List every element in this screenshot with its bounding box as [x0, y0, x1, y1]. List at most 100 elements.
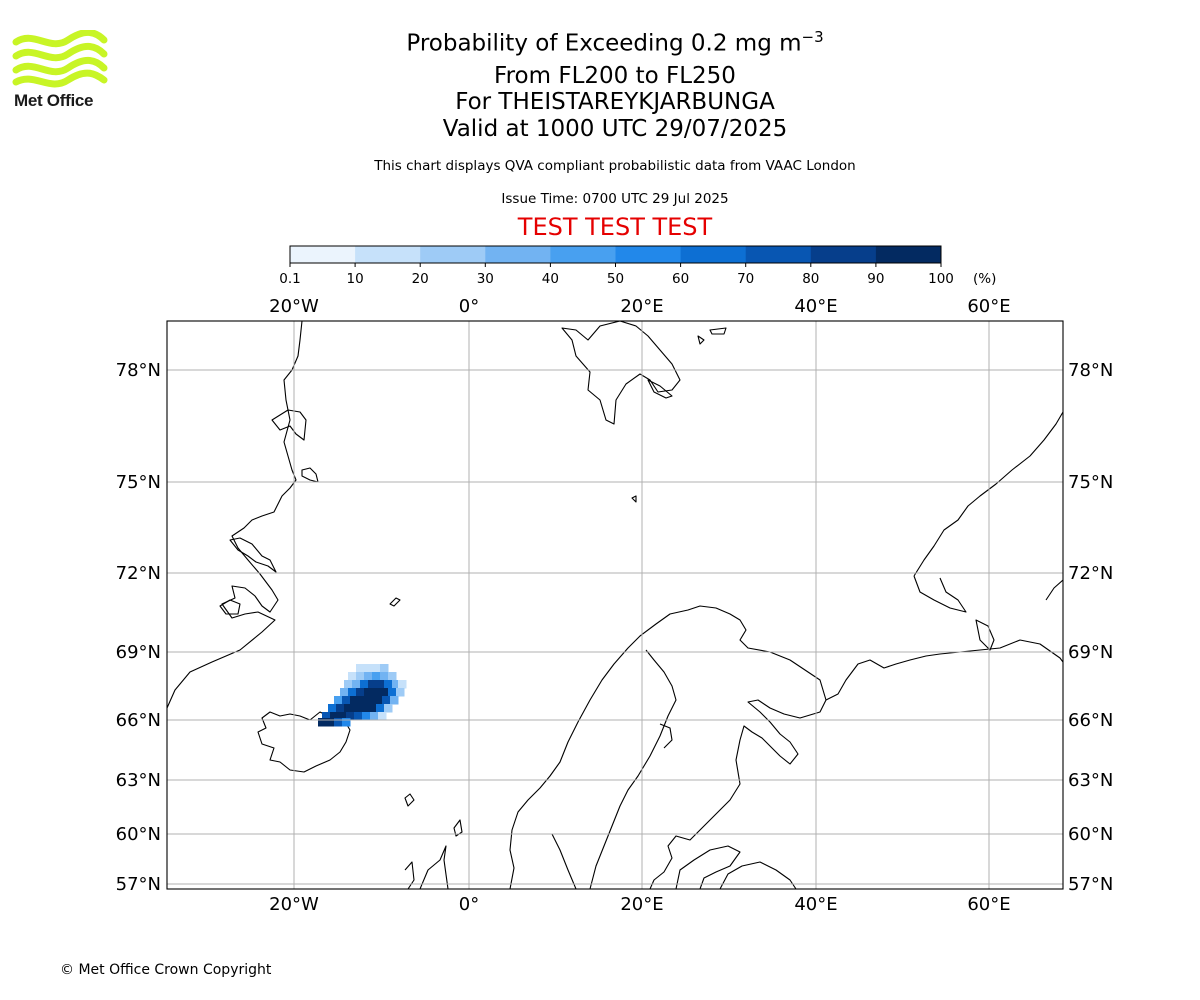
colorbar-tick-label: 0.1	[279, 271, 300, 287]
plume-cell	[360, 680, 369, 689]
volcano-name: For THEISTAREYKJARBUNGA	[455, 89, 775, 115]
colorbar-segment	[615, 246, 682, 263]
lat-label-right: 78°N	[1068, 360, 1113, 381]
plume-cell	[368, 704, 377, 713]
map-gridlines	[167, 321, 1063, 889]
plume-cell	[384, 704, 393, 713]
colorbar-tick-label: 70	[737, 271, 754, 287]
plume-cell	[388, 688, 397, 697]
plume-cell	[364, 672, 373, 681]
plume-cell	[358, 696, 367, 705]
plume-cell	[354, 712, 363, 721]
plume-cell	[350, 696, 359, 705]
plume-cell	[384, 680, 393, 689]
lat-label-left: 78°N	[116, 360, 161, 381]
colorbar-segment	[745, 246, 812, 263]
met-office-waves-icon	[12, 30, 108, 88]
colorbar-tick-label: 60	[672, 271, 689, 287]
plume-cell	[344, 680, 353, 689]
plume-cell	[362, 712, 371, 721]
lon-label-top: 40°E	[794, 296, 837, 317]
colorbar-segment	[355, 246, 421, 263]
plume-cell	[364, 664, 373, 673]
plume-cell	[374, 696, 383, 705]
lat-label-right: 72°N	[1068, 563, 1113, 584]
plume-cell	[348, 672, 357, 681]
colorbar-segment	[875, 246, 942, 263]
lat-label-left: 66°N	[116, 710, 161, 731]
flight-level-range: From FL200 to FL250	[494, 63, 736, 89]
colorbar-segment	[550, 246, 616, 263]
plume-cell	[346, 712, 355, 721]
plume-cell	[380, 672, 389, 681]
colorbar-segment	[290, 246, 356, 263]
plume-cell	[390, 696, 399, 705]
plume-cell	[328, 704, 337, 713]
colorbar-tick-label: 20	[412, 271, 429, 287]
plume-cell	[344, 704, 353, 713]
colorbar-tick-label: 80	[802, 271, 819, 287]
plume-cell	[364, 688, 373, 697]
plume-cell	[342, 718, 351, 727]
colorbar-tick-label: 90	[867, 271, 884, 287]
plume-cell	[336, 704, 345, 713]
colorbar-tick-label: 30	[477, 271, 494, 287]
lat-label-left: 72°N	[116, 563, 161, 584]
plume-cell	[388, 672, 397, 681]
plume-cell	[330, 712, 339, 721]
plume-cell	[380, 664, 389, 673]
ash-probability-plume	[318, 664, 407, 727]
plume-cell	[356, 672, 365, 681]
lat-label-left: 75°N	[116, 472, 161, 493]
lon-label-top: 20°E	[620, 296, 663, 317]
plume-cell	[334, 696, 343, 705]
plume-cell	[378, 712, 387, 721]
plume-cell	[322, 712, 331, 721]
plume-cell	[356, 688, 365, 697]
plume-cell	[352, 704, 361, 713]
chart-description: This chart displays QVA compliant probab…	[374, 158, 856, 174]
lon-label-bottom: 20°E	[620, 894, 663, 915]
lat-label-right: 69°N	[1068, 642, 1113, 663]
colorbar-tick-label: 40	[542, 271, 559, 287]
plume-cell	[370, 712, 379, 721]
lon-label-top: 0°	[459, 296, 479, 317]
plume-cell	[392, 680, 401, 689]
lon-label-bottom: 0°	[459, 894, 479, 915]
lat-label-left: 63°N	[116, 770, 161, 791]
colorbar-segment	[420, 246, 486, 263]
plume-cell	[356, 664, 365, 673]
lon-label-bottom: 60°E	[967, 894, 1010, 915]
lat-label-right: 66°N	[1068, 710, 1113, 731]
valid-time: Valid at 1000 UTC 29/07/2025	[442, 116, 788, 142]
plume-cell	[340, 688, 349, 697]
plume-cell	[348, 688, 357, 697]
plume-cell	[376, 680, 385, 689]
met-office-logo-text: Met Office	[14, 91, 94, 110]
colorbar-tick-label: 10	[347, 271, 364, 287]
probability-colorbar: 0.1 10 20 30 40 50 60 70 80 90 100 (%)	[279, 245, 996, 287]
plume-cell	[372, 672, 381, 681]
plume-cell	[398, 680, 407, 689]
lat-label-left: 69°N	[116, 642, 161, 663]
chart-title: Probability of Exceeding 0.2 mg m−3	[406, 28, 824, 57]
map: 20°W 0° 20°E 40°E 60°E 20°W 0° 20°E 40°E…	[116, 296, 1114, 915]
issue-time: Issue Time: 0700 UTC 29 Jul 2025	[501, 191, 729, 207]
plume-cell	[376, 704, 385, 713]
lat-label-right: 75°N	[1068, 472, 1113, 493]
plume-cell	[334, 718, 343, 727]
colorbar-tick-label: 100	[928, 271, 954, 287]
plume-cell	[382, 696, 391, 705]
plume-cell	[366, 696, 375, 705]
copyright-notice: © Met Office Crown Copyright	[60, 962, 272, 978]
plume-cell	[380, 688, 389, 697]
colorbar-segment	[485, 246, 551, 263]
colorbar-tick-label: 50	[607, 271, 624, 287]
plume-cell	[372, 664, 381, 673]
plume-cell	[326, 718, 335, 727]
plume-cell	[360, 704, 369, 713]
plume-cell	[352, 680, 361, 689]
colorbar-unit: (%)	[973, 271, 996, 287]
plume-cell	[318, 718, 327, 727]
plume-cell	[396, 688, 405, 697]
